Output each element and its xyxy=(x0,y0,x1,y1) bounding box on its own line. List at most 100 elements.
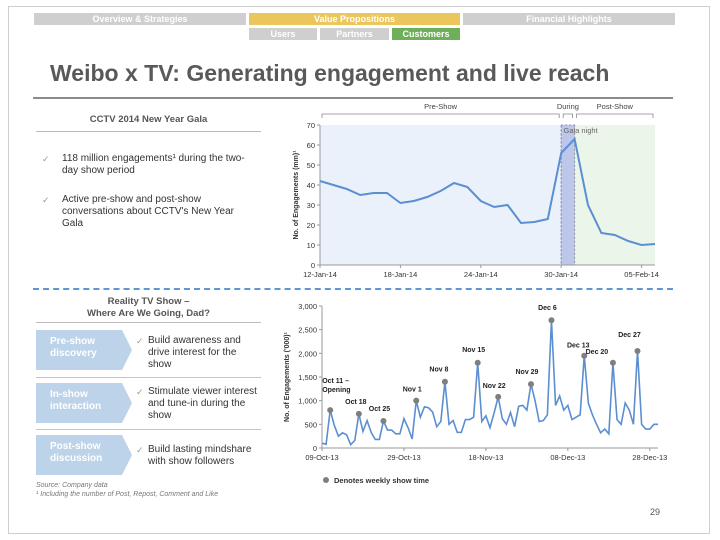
y-tick-label: 40 xyxy=(307,181,315,190)
nav-tab-overview[interactable]: Overview & Strategies xyxy=(34,13,246,25)
postshow-shade xyxy=(574,125,655,265)
period-bracket xyxy=(562,113,573,118)
show-marker-label: Oct 25 xyxy=(369,406,391,413)
stage-post-show: Post-show discussion xyxy=(36,435,132,475)
row-divider xyxy=(36,429,261,430)
show-marker xyxy=(527,381,534,388)
stage-label: interaction xyxy=(50,401,102,412)
nav-tab-value-propositions[interactable]: Value Propositions xyxy=(249,13,460,25)
period-label: Post-Show xyxy=(597,102,634,111)
show-marker-label: Dec 6 xyxy=(538,305,557,312)
show-marker xyxy=(609,359,616,366)
show-marker-label: Nov 15 xyxy=(462,347,485,354)
section1-underline xyxy=(36,131,261,132)
stage-label: discovery xyxy=(50,348,97,359)
show-marker-label: Nov 22 xyxy=(483,383,506,390)
section2-title: Reality TV Show – Where Are We Going, Da… xyxy=(36,296,261,320)
stage-label: discussion xyxy=(50,453,103,464)
title-divider xyxy=(33,97,673,99)
show-marker xyxy=(413,397,420,404)
y-tick-label: 50 xyxy=(307,161,315,170)
show-marker xyxy=(327,407,334,414)
stage-label: Pre-show xyxy=(50,336,96,347)
show-marker xyxy=(380,418,387,425)
section1-title: CCTV 2014 New Year Gala xyxy=(89,114,208,125)
legend-marker xyxy=(323,477,329,483)
check-icon: ✓ xyxy=(136,336,144,346)
y-tick-label: 30 xyxy=(307,201,315,210)
check-icon: ✓ xyxy=(42,154,50,164)
section-divider xyxy=(33,288,673,290)
nav-subtab-partners[interactable]: Partners xyxy=(320,28,389,40)
page-title: Weibo x TV: Generating engagement and li… xyxy=(50,60,610,86)
x-tick-label: 09-Oct-13 xyxy=(305,453,338,462)
stage-label: In-show xyxy=(50,389,88,400)
show-marker-label: Nov 1 xyxy=(403,387,422,394)
y-axis-title: No. of Engagements ('000)¹ xyxy=(284,331,291,422)
show-marker xyxy=(441,378,448,385)
nav-subtab-users[interactable]: Users xyxy=(249,28,317,40)
x-tick-label: 18-Jan-14 xyxy=(384,270,418,279)
y-tick-label: 10 xyxy=(307,241,315,250)
preshow-shade xyxy=(320,125,562,265)
show-marker-label: Nov 29 xyxy=(515,369,538,376)
check-icon: ✓ xyxy=(136,445,144,455)
show-marker-label: Nov 8 xyxy=(429,367,448,374)
y-tick-label: 20 xyxy=(307,221,315,230)
nav-subtab-customers[interactable]: Customers xyxy=(392,28,460,40)
source-note: Source: Company data xyxy=(36,482,108,489)
period-bracket xyxy=(321,113,560,118)
chevron-arrow xyxy=(122,330,132,370)
row-divider xyxy=(36,377,261,378)
show-marker-label: Oct 18 xyxy=(345,399,367,406)
x-tick-label: 24-Jan-14 xyxy=(464,270,498,279)
period-bracket xyxy=(576,113,654,118)
x-tick-label: 05-Feb-14 xyxy=(624,270,659,279)
y-tick-label: 2,000 xyxy=(298,349,317,358)
stage-label: Post-show xyxy=(50,441,101,452)
y-tick-label: 3,000 xyxy=(298,302,317,311)
period-label: Pre-Show xyxy=(424,102,458,111)
section2-underline xyxy=(36,322,261,323)
y-tick-label: 2,500 xyxy=(298,326,317,335)
section2-title-line2: Where Are We Going, Dad? xyxy=(87,308,210,319)
y-tick-label: 70 xyxy=(307,121,315,130)
y-tick-label: 1,500 xyxy=(298,373,317,382)
chevron-arrow xyxy=(122,383,132,423)
stage-pre-show: Pre-show discovery xyxy=(36,330,132,370)
y-axis-title: No. of Engagements (mm)¹ xyxy=(293,150,300,240)
chevron-arrow xyxy=(122,435,132,475)
reality-show-engagement-chart: 0 500 1,000 1,500 2,000 2,500 3,000 09-Oct-13 29… xyxy=(284,302,667,485)
show-marker-label: Dec 20 xyxy=(586,349,609,356)
check-icon: ✓ xyxy=(136,387,144,397)
gala-engagement-chart: Pre-Show During Post-Show 0 10 20 30 40 50 60 70 12… xyxy=(293,102,659,279)
page-number: 29 xyxy=(650,507,661,517)
x-tick-label: 29-Oct-13 xyxy=(387,453,420,462)
y-tick-label: 1,000 xyxy=(298,397,317,406)
period-label: During xyxy=(557,102,579,111)
nav-tab-financial-highlights[interactable]: Financial Highlights xyxy=(463,13,675,25)
stage-in-show: In-show interaction xyxy=(36,383,132,423)
x-tick-label: 12-Jan-14 xyxy=(303,270,337,279)
show-marker-label: Dec 27 xyxy=(618,332,641,339)
check-icon: ✓ xyxy=(42,195,50,205)
gala-night-annotation: Gala night xyxy=(563,126,598,135)
footnote: ¹ Including the number of Post, Repost, … xyxy=(36,491,219,498)
y-tick-label: 0 xyxy=(311,261,315,270)
y-tick-label: 0 xyxy=(313,444,317,453)
engagement-line xyxy=(319,136,656,247)
y-tick-label: 60 xyxy=(307,141,315,150)
legend-label: Denotes weekly show time xyxy=(334,476,429,485)
show-marker xyxy=(474,359,481,366)
engagement-line xyxy=(321,320,658,447)
x-tick-label: 30-Jan-14 xyxy=(544,270,578,279)
show-marker-label: Opening xyxy=(322,387,350,394)
show-marker-label: Oct 11 – xyxy=(322,378,349,385)
x-tick-label: 18-Nov-13 xyxy=(468,453,503,462)
show-marker xyxy=(495,393,502,400)
y-tick-label: 500 xyxy=(304,420,317,429)
section2-title-line1: Reality TV Show – xyxy=(107,296,190,307)
show-marker xyxy=(634,347,641,354)
x-tick-label: 08-Dec-13 xyxy=(550,453,585,462)
show-marker-label: Dec 13 xyxy=(567,343,590,350)
